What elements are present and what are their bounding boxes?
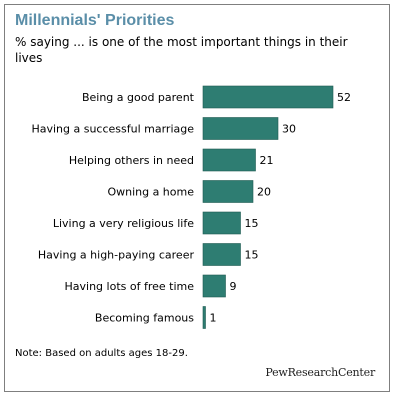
category-label: Being a good parent xyxy=(82,91,195,104)
chart-note: Note: Based on adults ages 18-29. xyxy=(15,348,188,359)
chart-title: Millennials' Priorities xyxy=(15,12,175,29)
bar xyxy=(202,180,254,203)
data-label: 21 xyxy=(260,154,274,167)
bar xyxy=(202,85,334,109)
bar xyxy=(202,117,279,140)
data-label: 15 xyxy=(245,249,259,262)
bar xyxy=(202,274,226,298)
category-label: Having a successful marriage xyxy=(31,123,194,136)
category-label: Owning a home xyxy=(107,186,194,199)
data-label: 52 xyxy=(337,91,351,104)
data-label: 9 xyxy=(230,280,237,293)
bar xyxy=(202,148,256,172)
chart-subtitle: % saying ... is one of the most importan… xyxy=(15,35,348,65)
category-label: Helping others in need xyxy=(69,154,194,167)
bar-chart: Being a good parent 52 Having a successful… xyxy=(31,85,351,329)
category-label: Living a very religious life xyxy=(53,217,194,230)
data-label: 1 xyxy=(210,312,217,325)
category-label: Having a high-paying career xyxy=(38,249,195,262)
bar xyxy=(202,211,241,235)
category-label: Becoming famous xyxy=(95,312,194,325)
category-label: Having lots of free time xyxy=(65,280,195,293)
brand-logo: PewResearchCenter xyxy=(265,366,375,379)
data-label: 30 xyxy=(282,123,296,136)
chart-frame: Millennials' Priorities % saying ... is … xyxy=(4,4,390,392)
data-label: 20 xyxy=(257,186,271,199)
bar xyxy=(202,243,241,266)
data-label: 15 xyxy=(245,217,259,230)
bar xyxy=(202,306,206,329)
